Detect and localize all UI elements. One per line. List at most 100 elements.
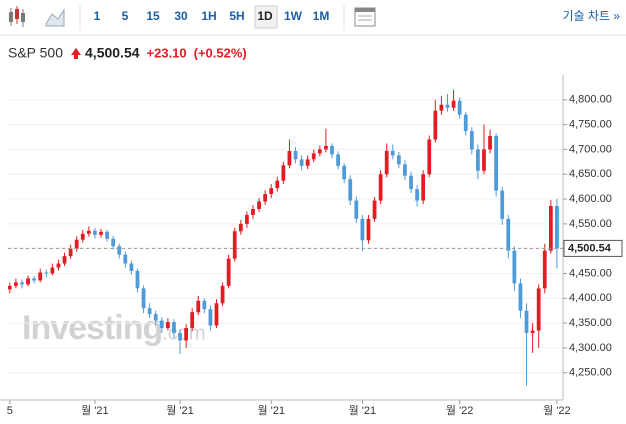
candle-body — [135, 270, 140, 289]
candle-body — [190, 312, 195, 329]
candle-body — [336, 154, 340, 166]
y-tick-label: 4,300.00 — [569, 342, 612, 354]
area-type-icon[interactable] — [45, 8, 65, 27]
y-tick-label: 4,400.00 — [569, 292, 612, 304]
table-icon[interactable] — [354, 7, 376, 27]
candle-body — [232, 231, 237, 259]
interval-button[interactable]: 5 — [122, 9, 129, 23]
selected-interval-box — [254, 5, 278, 29]
interval-button[interactable]: 1M — [313, 9, 330, 23]
candle-body — [305, 159, 310, 166]
candle-body — [86, 230, 91, 234]
interval-button[interactable]: 1W — [284, 9, 303, 23]
candle-body — [293, 150, 298, 160]
candle-body — [7, 285, 12, 290]
candle-body — [390, 150, 395, 156]
candle-body — [68, 248, 73, 257]
x-tick-label: 5 — [7, 405, 13, 417]
candle-body — [165, 322, 170, 329]
candle-body — [433, 110, 438, 140]
candle-body — [26, 278, 30, 285]
candle-body — [524, 310, 529, 334]
y-tick-label: 4,450.00 — [569, 267, 612, 279]
candle-body — [281, 165, 286, 181]
candle-body — [403, 164, 407, 176]
up-arrow — [71, 48, 82, 59]
candle-body — [105, 231, 109, 239]
candle-body — [457, 100, 462, 115]
candle-body — [324, 145, 328, 150]
y-tick-label: 4,800.00 — [569, 94, 612, 106]
candle-body — [372, 200, 377, 219]
candle-body — [415, 189, 419, 201]
y-tick-label: 4,700.00 — [569, 143, 612, 155]
interval-button[interactable]: 1D — [257, 9, 273, 23]
candle-body — [384, 150, 389, 175]
x-tick-label: 월 '22 — [543, 404, 571, 417]
candle-body — [62, 256, 67, 264]
y-tick-label: 4,750.00 — [569, 119, 612, 131]
candle-type-icon[interactable] — [9, 6, 25, 27]
candle-body — [111, 238, 116, 247]
candle-body — [476, 149, 480, 171]
x-tick-label: 월 '22 — [446, 404, 474, 417]
instrument-name: S&P 500 — [8, 45, 63, 61]
change: +23.10 — [147, 45, 187, 60]
candle-body — [159, 320, 164, 329]
candle-body — [99, 231, 103, 235]
watermark-brand: Investing — [22, 309, 162, 347]
candle-body — [542, 250, 547, 289]
candle-body — [299, 159, 304, 166]
candle-body — [202, 300, 207, 310]
candle-body — [463, 114, 468, 132]
candle-body — [56, 263, 61, 268]
candle-body — [494, 136, 499, 191]
candle-body — [172, 322, 176, 334]
candle-body — [275, 180, 280, 189]
x-tick-label: 월 '21 — [349, 404, 377, 417]
candle-body — [287, 150, 292, 166]
technical-chart-link[interactable]: 기술 차트 » — [562, 9, 620, 23]
candle-body — [214, 303, 219, 326]
x-tick-label: 월 '21 — [257, 404, 285, 417]
candle-body — [530, 330, 535, 334]
last-price-box — [563, 239, 623, 257]
candle-body — [44, 272, 49, 274]
candle-body — [184, 328, 188, 341]
candle-body — [311, 153, 316, 160]
candle-body — [257, 201, 261, 209]
candle-body — [396, 155, 401, 165]
candle-body — [518, 283, 523, 311]
candle-body — [38, 272, 43, 281]
candle-body — [153, 314, 158, 321]
candle-body — [263, 194, 268, 202]
candle-body — [251, 208, 255, 215]
candle-body — [269, 188, 274, 195]
candle-body — [141, 288, 146, 309]
candle-body — [536, 288, 541, 331]
candle-body — [317, 149, 322, 154]
interval-button[interactable]: 30 — [174, 9, 188, 23]
candle-body — [330, 145, 334, 155]
candle-body — [123, 254, 128, 264]
candle-body — [178, 333, 182, 341]
y-tick-label: 4,350.00 — [569, 317, 612, 329]
x-tick-label: 월 '21 — [166, 404, 194, 417]
candle-body — [548, 205, 553, 251]
interval-button[interactable]: 1H — [201, 9, 216, 23]
interval-button[interactable]: 5H — [229, 9, 244, 23]
quote-header: S&P 500 4,500.54 +23.10 (+0.52%) — [8, 45, 247, 61]
candle-body — [220, 285, 225, 304]
candle-body — [488, 136, 492, 150]
interval-button[interactable]: 1 — [94, 9, 101, 23]
candle-body — [500, 190, 505, 219]
candle-body — [50, 267, 55, 274]
price: 4,500.54 — [85, 45, 140, 61]
candle-body — [20, 282, 24, 285]
interval-button[interactable]: 15 — [146, 9, 160, 23]
candle-body — [409, 175, 413, 190]
candle-body — [427, 139, 432, 175]
candle-body — [366, 218, 371, 241]
